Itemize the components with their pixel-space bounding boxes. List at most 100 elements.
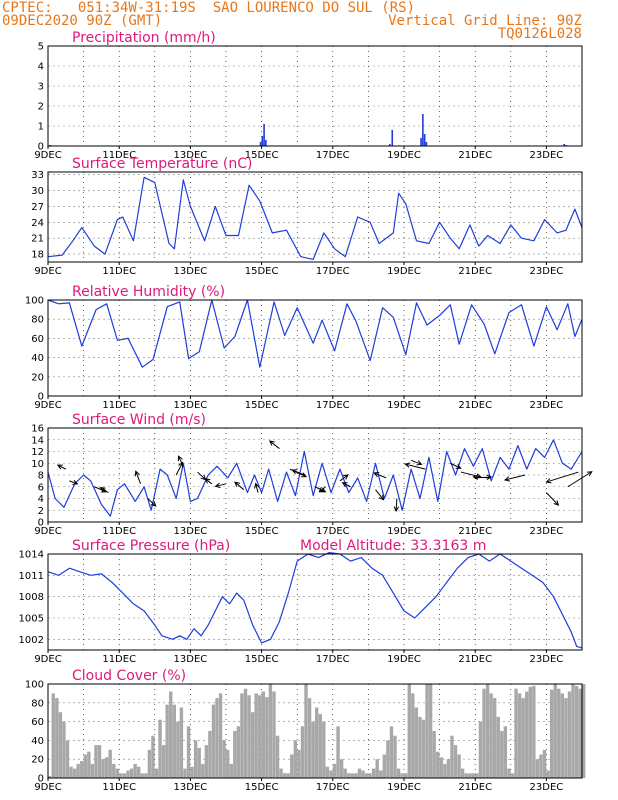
cloud-bar	[432, 731, 436, 778]
panel-title: Surface Wind (m/s)	[72, 412, 206, 428]
cloud-bar	[119, 773, 123, 778]
cloud-bar	[414, 707, 419, 778]
x-tick-label: 9DEC	[34, 526, 61, 537]
cloud-bar	[101, 759, 105, 778]
x-tick-label: 19DEC	[387, 266, 421, 277]
cloud-bar	[261, 691, 265, 778]
x-tick-label: 13DEC	[174, 266, 208, 277]
cloud-bar	[193, 740, 198, 778]
wind-vector-arrow	[373, 472, 387, 479]
cloud-bar	[90, 763, 95, 778]
cloud-bar	[204, 745, 209, 778]
rh-series-line	[47, 299, 583, 368]
cloud-bar	[126, 770, 130, 778]
cloud-bar	[475, 773, 479, 778]
x-tick-label: 11DEC	[102, 150, 136, 161]
cloud-bar	[190, 766, 194, 778]
pressure-series-line	[47, 551, 583, 649]
y-tick-label: 5	[38, 42, 44, 53]
cloud-bar	[357, 768, 362, 778]
cloud-bar	[361, 770, 365, 778]
x-tick-label: 23DEC	[530, 526, 564, 537]
cloud-bar	[272, 691, 276, 778]
cloud-bar	[87, 751, 91, 778]
cloud-bar	[471, 773, 476, 778]
cloud-bar	[446, 759, 451, 778]
cloud-bar	[336, 726, 340, 778]
cloud-bar	[115, 768, 120, 778]
cloud-bar	[375, 759, 379, 778]
y-tick-label: 30	[31, 186, 44, 197]
cloud-bar	[418, 716, 422, 778]
humidity-panel: 0 20 40 60 80 100 9DEC 11DEC 13DEC 15DEC 17DEC 19DE…	[25, 284, 583, 411]
panel-title: Surface Temperature (nC)	[72, 156, 253, 172]
x-tick-label: 13DEC	[174, 526, 208, 537]
cloud-bar	[172, 704, 176, 778]
precip-bar	[263, 124, 265, 146]
cloud-bar	[546, 770, 550, 778]
cloud-bar	[468, 773, 472, 778]
cloud-bar	[386, 740, 390, 778]
cloud-bar	[525, 691, 529, 778]
cloud-bar	[379, 770, 383, 778]
y-tick-label: 0	[38, 518, 44, 529]
cloud-bar	[108, 749, 112, 778]
cloud-bar	[496, 716, 500, 778]
x-tick-label: 21DEC	[458, 150, 492, 161]
cloud-bar	[485, 684, 490, 778]
cloud-bar	[457, 754, 461, 778]
y-tick-label: 33	[31, 170, 44, 181]
x-tick-label: 19DEC	[387, 654, 421, 665]
cloud-bar	[514, 688, 518, 778]
cloud-bar	[80, 761, 84, 778]
wind-vector-arrow	[545, 471, 579, 484]
cloud-bar	[140, 773, 144, 778]
x-tick-label: 15DEC	[245, 526, 279, 537]
cloud-bar	[535, 759, 540, 778]
cloud-bar	[179, 707, 184, 778]
cloud-bar	[197, 747, 201, 778]
wind-vector-arrow	[204, 478, 213, 485]
y-tick-label: 80	[31, 315, 44, 326]
cloud-bar	[343, 768, 347, 778]
y-tick-label: 40	[31, 353, 44, 364]
y-tick-label: 1002	[19, 635, 44, 646]
cloud-bar	[161, 745, 166, 778]
cloud-bar	[72, 768, 77, 778]
cloud-bar	[129, 768, 134, 778]
cloud-bar	[347, 773, 351, 778]
cloud-bar	[258, 695, 262, 778]
wind-vector-arrow	[503, 474, 526, 482]
cloud-bar	[83, 754, 87, 778]
cloud-bar	[460, 768, 465, 778]
y-tick-label: 2	[38, 102, 44, 113]
wind-vector-arrow	[472, 474, 490, 480]
cloud-bar	[396, 768, 401, 778]
x-tick-label: 13DEC	[174, 654, 208, 665]
wind-vector-arrow	[177, 455, 184, 467]
cloud-bar	[350, 773, 354, 778]
y-tick-label: 27	[31, 202, 44, 213]
wind-vector-arrow	[450, 462, 462, 469]
panel-title: Relative Humidity (%)	[72, 284, 225, 300]
wind-vector-arrow	[134, 470, 142, 484]
cloud-bar	[557, 688, 561, 778]
cloud-bar	[322, 721, 326, 778]
y-tick-label: 40	[31, 736, 44, 747]
cloud-bar	[62, 721, 66, 778]
x-tick-label: 21DEC	[458, 782, 492, 793]
cloud-bar	[478, 721, 483, 778]
y-tick-label: 4	[38, 494, 44, 505]
cloud-bar	[553, 684, 557, 778]
cloud-cover-panel: 0 20 40 60 80 100 9DEC 11DEC 13DEC 15DEC 17DEC 19DE…	[25, 668, 586, 793]
cloud-bar	[304, 684, 308, 778]
x-tick-label: 17DEC	[316, 526, 350, 537]
pressure-panel: 1002 1005 1008 1011 1014 9DEC 11DEC 13DEC 15DEC 1…	[19, 538, 583, 665]
y-tick-label: 20	[31, 755, 44, 766]
x-tick-label: 15DEC	[245, 782, 279, 793]
cloud-bar	[407, 684, 411, 778]
x-tick-label: 13DEC	[174, 400, 208, 411]
precip-bar	[563, 144, 565, 146]
cloud-bar	[48, 776, 52, 778]
